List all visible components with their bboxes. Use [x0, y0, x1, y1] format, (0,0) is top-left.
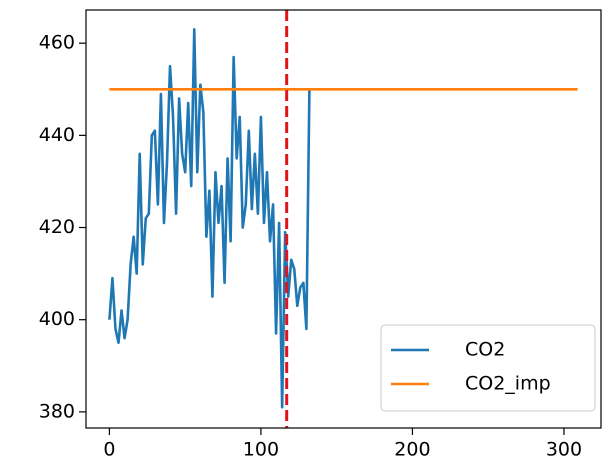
x-tick-label: 0 [103, 439, 115, 461]
series-line [108, 28, 311, 409]
legend-label: CO2_imp [465, 373, 551, 395]
x-tick-label: 300 [546, 439, 582, 461]
y-tick-label: 400 [39, 308, 75, 330]
legend-box [380, 324, 596, 412]
y-tick-label: 460 [39, 32, 75, 54]
y-tick-label: 380 [39, 400, 75, 422]
axes-frame [85, 9, 602, 429]
y-tick-label: 420 [39, 216, 75, 238]
x-tick-label: 100 [243, 439, 279, 461]
x-tick-label: 200 [394, 439, 430, 461]
legend-label: CO2 [465, 339, 505, 361]
y-tick-label: 440 [39, 124, 75, 146]
